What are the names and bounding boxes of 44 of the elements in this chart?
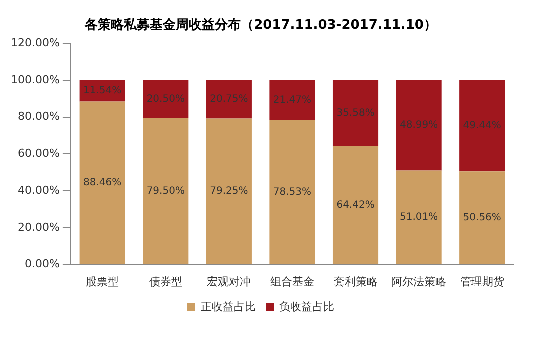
data-label: 11.54% [84, 86, 122, 97]
bar [270, 80, 316, 120]
x-tick-label: 宏观对冲 [207, 275, 252, 288]
data-label: 51.01% [400, 212, 438, 224]
bar [396, 170, 442, 264]
x-tick-label: 阿尔法策略 [392, 275, 447, 288]
bar [80, 102, 126, 264]
data-label: 88.46% [84, 178, 122, 189]
legend-label: 负收益占比 [280, 300, 334, 314]
y-tick-label: 100.00% [10, 73, 60, 86]
bar [206, 80, 252, 119]
legend-label: 正收益占比 [201, 300, 256, 314]
chart-title: 各策略私募基金周收益分布（2017.11.03-2017.11.10） [84, 18, 437, 34]
bar [460, 80, 506, 172]
x-tick-label: 债券型 [149, 275, 182, 288]
bar [143, 80, 189, 118]
data-label: 64.42% [336, 200, 375, 211]
data-label: 20.75% [210, 94, 248, 106]
x-tick-label: 套利策略 [334, 275, 378, 288]
y-tick-label: 40.00% [18, 184, 60, 197]
data-label: 79.50% [146, 186, 185, 197]
y-tick-label: 120.00% [10, 36, 60, 50]
data-label: 79.25% [210, 186, 248, 198]
data-label: 21.47% [273, 94, 312, 106]
x-tick-label: 管理期货 [460, 275, 504, 288]
data-label: 50.56% [463, 212, 502, 224]
y-tick-label: 20.00% [18, 220, 60, 234]
y-tick-label: 0.00% [24, 258, 60, 271]
y-tick-label: 60.00% [18, 147, 60, 160]
bar [206, 118, 252, 264]
x-tick-label: 股票型 [86, 275, 120, 288]
bar [460, 172, 506, 264]
bar [396, 80, 442, 171]
x-tick-label: 组合基金 [270, 275, 314, 288]
data-label: 78.53% [273, 186, 312, 198]
data-label: 20.50% [146, 94, 185, 105]
data-label: 35.58% [336, 108, 375, 119]
bar [143, 118, 189, 264]
data-label: 48.99% [400, 120, 438, 132]
bar [332, 80, 379, 146]
bar [332, 146, 379, 264]
bar [270, 120, 316, 264]
y-tick-label: 80.00% [18, 110, 60, 124]
data-label: 49.44% [463, 120, 502, 132]
